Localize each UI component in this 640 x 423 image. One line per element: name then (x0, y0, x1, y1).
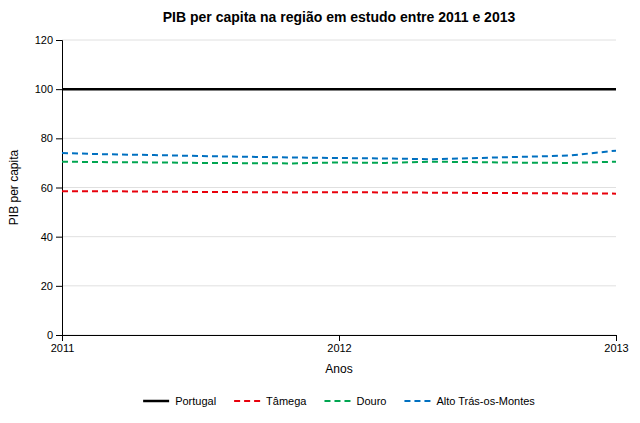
tick-mark (56, 188, 62, 189)
tick: 100 (35, 83, 62, 95)
tick: 80 (41, 132, 62, 144)
tick-label: 0 (47, 329, 53, 341)
tick: 60 (41, 182, 62, 194)
grid-line (62, 285, 616, 286)
plot: 2011 2012 2013 0 20 40 60 80 100 120 (35, 34, 629, 354)
tick-mark (339, 335, 340, 341)
tick-mark (616, 335, 617, 341)
tick-label: 120 (35, 34, 53, 46)
tick: 0 (47, 329, 62, 341)
grid-line (62, 236, 616, 237)
legend-label: Tâmega (266, 395, 307, 407)
tick-mark (56, 89, 62, 90)
series-line (62, 88, 616, 91)
grid-line (62, 89, 616, 90)
tick-label: 60 (41, 182, 53, 194)
y-axis-title: PIB per capita (7, 149, 21, 225)
tick-mark (56, 335, 62, 336)
grid-line (62, 187, 616, 188)
x-axis: 2011 2012 2013 (51, 335, 629, 354)
series-line (62, 151, 616, 160)
legend-item: Alto Trás-os-Montes (404, 395, 535, 407)
tick-mark (56, 40, 62, 41)
legend-swatch (404, 400, 430, 402)
legend-item: Portugal (143, 395, 216, 407)
y-axis: 0 20 40 60 80 100 120 (35, 34, 63, 341)
tick: 40 (41, 231, 62, 243)
legend: Portugal Tâmega Douro Alto Trás-os-Montes (143, 395, 535, 407)
lines (62, 89, 616, 193)
tick-label: 80 (41, 132, 53, 144)
axis-line (56, 41, 63, 336)
tick-label: 20 (41, 280, 53, 292)
tick: 2012 (327, 335, 351, 354)
tick: 2013 (604, 335, 628, 354)
series-line (62, 191, 616, 193)
tick: 20 (41, 280, 62, 292)
legend-item: Douro (324, 395, 386, 407)
legend-swatch (324, 400, 350, 402)
grid-line (62, 138, 616, 139)
tick: 2011 (51, 335, 75, 354)
legend-label: Douro (356, 395, 386, 407)
grid-line (62, 40, 616, 41)
tick-label: 2012 (327, 342, 351, 354)
tick-mark (56, 138, 62, 139)
tick: 120 (35, 34, 62, 46)
grid-y (62, 40, 616, 335)
legend-label: Portugal (175, 395, 216, 407)
tick-label: 100 (35, 83, 53, 95)
x-axis-title: Anos (325, 362, 352, 376)
legend-label: Alto Trás-os-Montes (436, 395, 535, 407)
tick-mark (56, 237, 62, 238)
series-line (62, 162, 616, 164)
tick-mark (56, 286, 62, 287)
tick-label: 40 (41, 231, 53, 243)
legend-swatch (234, 400, 260, 402)
chart: 2011 2012 2013 0 20 40 60 80 100 120 PIB per capit… (0, 0, 640, 423)
legend-item: Tâmega (234, 395, 307, 407)
axis-line (63, 336, 617, 342)
title: PIB per capita na região em estudo entre… (163, 9, 516, 25)
tick-label: 2011 (51, 342, 75, 354)
tick-label: 2013 (604, 342, 628, 354)
legend-swatch (143, 400, 169, 403)
